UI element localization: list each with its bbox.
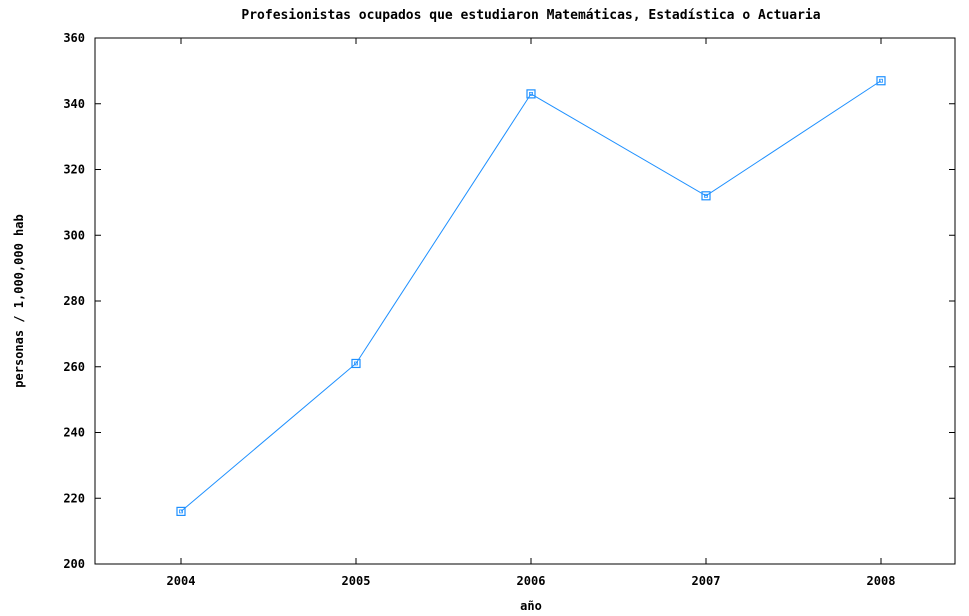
y-tick-label: 260 — [63, 360, 85, 374]
y-tick-label: 320 — [63, 163, 85, 177]
chart-title: Profesionistas ocupados que estudiaron M… — [241, 8, 820, 23]
data-point-marker-inner — [354, 361, 358, 366]
y-axis-label: personas / 1,000,000 hab — [12, 214, 26, 387]
data-point-marker-inner — [704, 193, 708, 198]
y-tick-label: 280 — [63, 294, 85, 308]
y-axis: 200 220 240 260 280 300 320 340 360 — [63, 31, 955, 571]
data-point-marker — [701, 191, 711, 201]
data-series — [176, 76, 886, 516]
x-tick-label: 2005 — [342, 574, 371, 588]
y-tick-label: 340 — [63, 97, 85, 111]
data-point-marker-inner — [179, 509, 183, 514]
series-line — [180, 80, 882, 512]
x-axis: 2004 2005 2006 2007 2008 — [167, 38, 896, 588]
x-tick-label: 2004 — [167, 574, 196, 588]
y-tick-label: 240 — [63, 426, 85, 440]
data-point-marker — [876, 76, 886, 86]
y-tick-label: 360 — [63, 31, 85, 45]
data-point-marker-inner — [879, 78, 883, 83]
x-tick-label: 2006 — [517, 574, 546, 588]
y-tick-label: 200 — [63, 557, 85, 571]
data-point-marker — [176, 506, 186, 516]
data-point-marker-inner — [529, 91, 533, 96]
x-axis-label: año — [520, 599, 542, 613]
x-tick-label: 2008 — [867, 574, 896, 588]
data-point-marker — [351, 358, 361, 369]
y-tick-label: 220 — [63, 491, 85, 505]
y-tick-label: 300 — [63, 228, 85, 242]
data-point-marker — [526, 89, 536, 99]
x-tick-label: 2007 — [692, 574, 721, 588]
